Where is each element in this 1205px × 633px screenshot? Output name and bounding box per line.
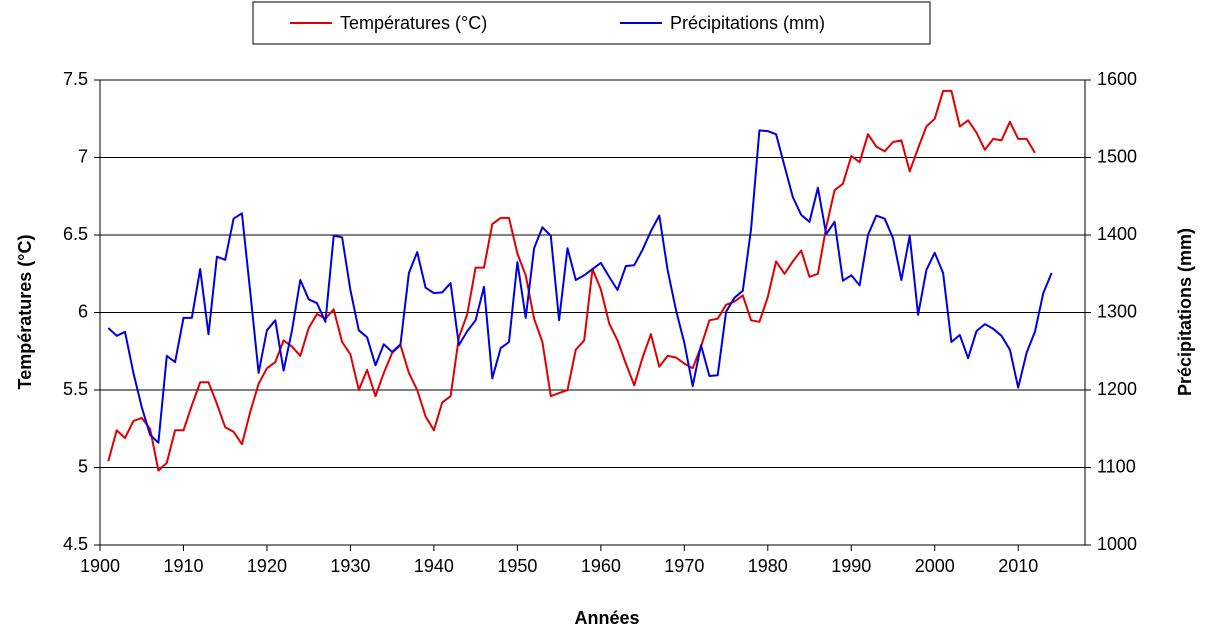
y-axis-title: Températures (°C): [15, 235, 35, 390]
y-tick-label: 6.5: [63, 224, 88, 244]
y2-tick-label: 1500: [1097, 146, 1137, 166]
y2-tick-label: 1000: [1097, 534, 1137, 554]
y-tick-label: 7.5: [63, 69, 88, 89]
y2-axis-title: Précipitations (mm): [1175, 228, 1195, 396]
x-tick-label: 1930: [330, 556, 370, 576]
x-tick-label: 1990: [831, 556, 871, 576]
series-line: [107, 129, 1053, 444]
y2-tick-label: 1300: [1097, 301, 1137, 321]
y2-tick-label: 1600: [1097, 69, 1137, 89]
y2-tick-label: 1100: [1097, 456, 1136, 476]
legend-box: [252, 1, 931, 45]
x-axis-title: Années: [574, 608, 639, 628]
legend-label: Températures (°C): [340, 13, 487, 33]
y-tick-label: 5: [78, 456, 88, 476]
x-tick-label: 1960: [581, 556, 621, 576]
y-tick-label: 4.5: [63, 534, 88, 554]
y2-tick-label: 1200: [1097, 379, 1137, 399]
x-tick-label: 1920: [247, 556, 287, 576]
series-line: [107, 89, 1036, 472]
y2-tick-label: 1400: [1097, 224, 1137, 244]
y-tick-label: 5.5: [63, 379, 88, 399]
x-tick-label: 1910: [163, 556, 203, 576]
legend-label: Précipitations (mm): [670, 13, 825, 33]
x-tick-label: 1980: [748, 556, 788, 576]
x-tick-label: 2010: [998, 556, 1038, 576]
y-tick-label: 7: [78, 146, 88, 166]
x-tick-label: 2000: [915, 556, 955, 576]
y-tick-label: 6: [78, 301, 88, 321]
x-tick-label: 1970: [664, 556, 704, 576]
x-tick-label: 1900: [80, 556, 120, 576]
x-tick-label: 1950: [497, 556, 537, 576]
x-tick-label: 1940: [414, 556, 454, 576]
